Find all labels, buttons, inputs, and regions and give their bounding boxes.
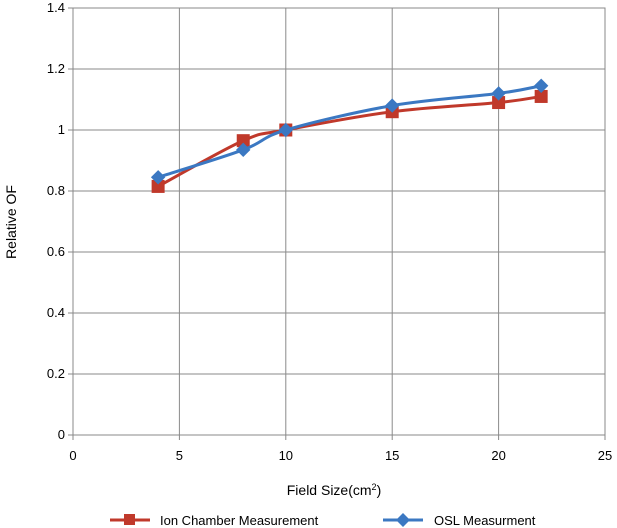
y-tick-label: 0.6 [47, 244, 65, 259]
series-1 [150, 78, 549, 185]
x-tick-label: 0 [69, 448, 76, 463]
tick-labels: 0 0.2 0.4 0.6 0.8 1 1.2 1.4 0 5 10 15 20 25 [47, 0, 612, 463]
y-tick-label: 0.2 [47, 366, 65, 381]
y-tick-label: 1.2 [47, 61, 65, 76]
x-tick-label: 15 [385, 448, 399, 463]
series-layer [150, 78, 549, 193]
plot-area-frame [72, 7, 606, 436]
legend-item-ion-chamber: Ion Chamber Measurement [110, 513, 319, 528]
x-tick-label: 25 [598, 448, 612, 463]
legend-marker [124, 514, 135, 525]
y-tick-label: 0 [58, 427, 65, 442]
legend-label-ion-chamber: Ion Chamber Measurement [160, 513, 319, 528]
series-line [156, 84, 543, 179]
x-tick-label: 5 [176, 448, 183, 463]
data-point-diamond [384, 98, 400, 113]
x-axis-title-suffix: ) [377, 482, 382, 498]
legend-item-osl: OSL Measurment [383, 513, 536, 528]
y-tick-label: 0.8 [47, 183, 65, 198]
data-point-diamond [150, 170, 166, 185]
series-line [156, 94, 543, 188]
x-axis-title: Field Size(cm2) [287, 482, 381, 498]
legend: Ion Chamber Measurement OSL Measurment [110, 513, 536, 528]
y-tick-label: 0.4 [47, 305, 65, 320]
x-axis-title-main: Field Size(cm [287, 482, 372, 498]
x-tick-label: 20 [491, 448, 505, 463]
y-tick-label: 1.4 [47, 0, 65, 15]
legend-label-osl: OSL Measurment [434, 513, 536, 528]
grid [73, 8, 605, 435]
axes [68, 7, 606, 440]
legend-marker [396, 513, 410, 527]
data-point-diamond [236, 142, 251, 158]
y-tick-label: 1 [58, 122, 65, 137]
x-axis-title-superscript: 2 [372, 482, 377, 492]
data-point-diamond [533, 78, 549, 93]
series-0 [151, 89, 548, 193]
y-axis-title: Relative OF [3, 185, 19, 259]
data-point-diamond [491, 86, 506, 101]
data-point-diamond [278, 122, 294, 138]
x-tick-label: 10 [279, 448, 293, 463]
